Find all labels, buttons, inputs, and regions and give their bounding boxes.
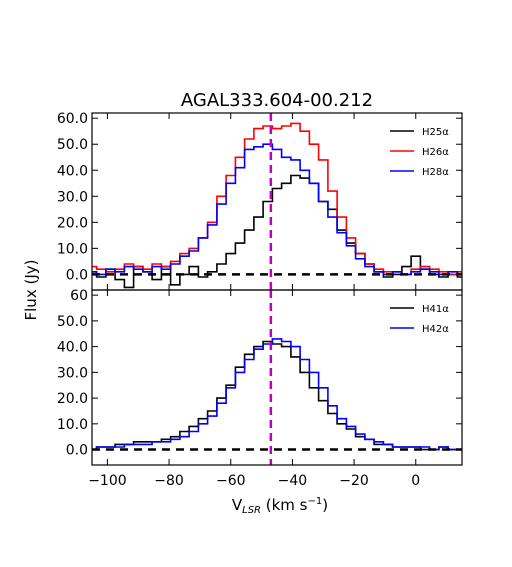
y-axis-label: Flux (Jy) [22,260,40,321]
y-tick-label: 50.0 [57,314,88,330]
panel-frame [91,112,463,291]
legend-label: H41α [422,304,449,315]
x-tick-label: −60 [216,473,246,489]
x-tick-label: −80 [154,473,184,489]
y-tick-label: 10.0 [57,241,88,257]
x-tick-label: −40 [278,473,308,489]
series-line-H28a [92,143,462,276]
y-tick-label: 0.0 [66,443,88,459]
y-tick-label: 30.0 [57,365,88,381]
series-line-H26a [92,122,462,276]
y-tick-label: 40.0 [57,340,88,356]
y-tick-label: 60 [70,288,88,304]
chart-title: AGAL333.604-00.212 [181,90,373,111]
legend-label: H28α [422,167,449,178]
y-tick-label: 30.0 [57,189,88,205]
series-line-H41a [92,340,462,451]
y-tick-label: 20.0 [57,215,88,231]
y-tick-label: 20.0 [57,391,88,407]
legend-label: H25α [422,127,449,138]
y-tick-label: 50.0 [57,137,88,153]
x-tick-label: 0 [411,473,420,489]
x-tick-label: −20 [339,473,369,489]
x-tick-label: −100 [88,473,126,489]
legend-label: H26α [422,147,449,158]
x-axis-label: VLSR (km s−1) [232,496,328,516]
y-tick-label: 40.0 [57,163,88,179]
series-line-H25a [92,174,462,289]
bottom-panel: 0.0 10.0 20.0 30.0 40.0 50.0 60 −100 −80 −60 −40 −2… [57,288,463,489]
y-tick-label: 60.0 [57,111,88,127]
legend-label: H42α [422,324,449,335]
series-line-H42a [92,338,462,451]
panel-frame [91,289,463,466]
top-panel: 0.0 10.0 20.0 30.0 40.0 50.0 60.0 H25α H26α H28α [57,111,463,291]
y-tick-label: 10.0 [57,417,88,433]
y-tick-label: 0.0 [66,267,88,283]
